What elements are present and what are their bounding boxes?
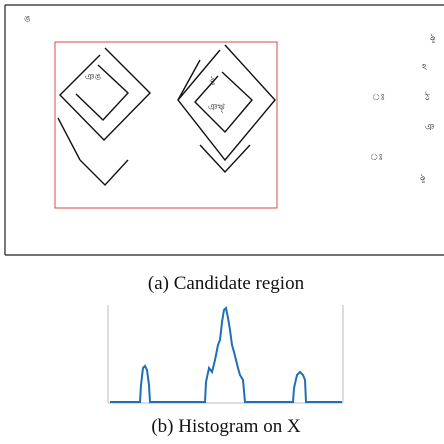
svg-text:ঞৠ: ঞৠ bbox=[208, 103, 226, 113]
caption: (a) Candidate region bbox=[148, 273, 305, 294]
figure: ঙ ঞঙ ৡ ঞৠ ৡ ঽ ঠ ঞ ৡ ঃঃ (a) Candidate region (b… bbox=[0, 0, 444, 444]
svg-text:ঞ: ঞ bbox=[425, 123, 435, 133]
caption: (b) Histogram on X bbox=[151, 416, 301, 437]
background bbox=[0, 0, 444, 444]
svg-text:ৡ: ৡ bbox=[210, 75, 215, 85]
svg-text:ঠ: ঠ bbox=[424, 91, 430, 103]
svg-text:ঞঙ: ঞঙ bbox=[85, 73, 102, 83]
svg-text:ঙ: ঙ bbox=[24, 15, 31, 25]
svg-text:ৡ: ৡ bbox=[430, 33, 435, 43]
svg-text:ঃ: ঃ bbox=[372, 93, 385, 103]
svg-text:ৡ: ৡ bbox=[420, 173, 425, 183]
page: {"figure": {"panels": [{"caption": "(a) … bbox=[0, 0, 444, 444]
svg-text:ঃ: ঃ bbox=[370, 153, 383, 163]
svg-text:ঽ: ঽ bbox=[422, 63, 427, 73]
